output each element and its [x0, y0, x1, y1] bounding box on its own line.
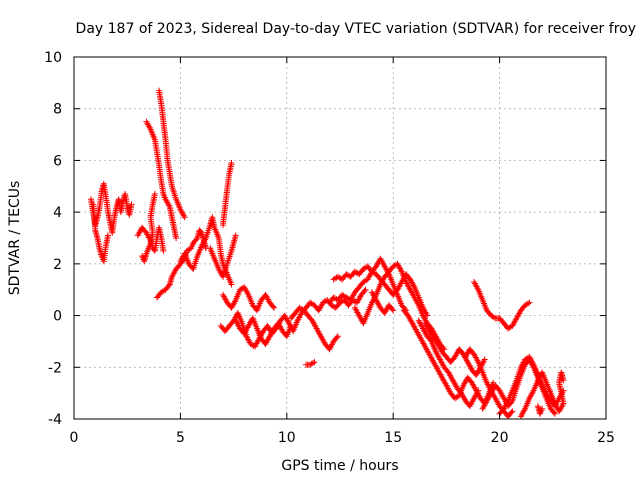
y-tick-label: 2 [53, 257, 62, 273]
y-axis-label: SDTVAR / TECUs [7, 181, 23, 296]
data-point-markers [326, 255, 409, 314]
data-segment [220, 160, 235, 229]
y-tick-label: 10 [44, 50, 62, 66]
data-segment [156, 87, 188, 221]
y-tick-label: -2 [48, 360, 62, 376]
y-tick-label: 4 [53, 205, 62, 221]
data-point-markers [156, 87, 188, 221]
data-segment [326, 255, 409, 314]
data-segment [458, 346, 516, 420]
data-segment [415, 317, 482, 410]
data-segment [351, 260, 448, 353]
data-point-markers [517, 369, 567, 420]
y-tick-label: 6 [53, 153, 62, 169]
data-segment [232, 315, 295, 347]
y-tick-label: 0 [53, 309, 62, 325]
x-tick-label: 15 [384, 430, 402, 446]
data-segment [143, 118, 180, 241]
data-segment [517, 369, 567, 420]
data-segment [139, 191, 158, 265]
data-point-markers [471, 279, 533, 332]
data-segment [534, 403, 546, 417]
grid-layer [74, 57, 606, 419]
data-point-markers [368, 289, 397, 316]
data-point-markers [90, 201, 111, 265]
data-point-markers [143, 118, 180, 241]
data-point-markers [415, 317, 482, 410]
x-tick-label: 0 [70, 430, 79, 446]
data-segment [471, 279, 533, 332]
y-tick-label: 8 [53, 102, 62, 118]
data-segment [288, 304, 341, 353]
data-point-markers [220, 284, 277, 314]
data-segment [90, 201, 111, 265]
data-segment [368, 289, 397, 316]
y-tick-label: -4 [48, 412, 62, 428]
data-point-markers [207, 232, 239, 280]
data-segment [220, 284, 277, 314]
x-tick-label: 25 [597, 430, 615, 446]
data-point-markers [303, 359, 318, 368]
data-point-markers [220, 160, 235, 229]
data-point-markers [458, 346, 516, 420]
data-point-markers [232, 315, 295, 347]
data-point-markers [351, 260, 448, 353]
data-point-markers [534, 403, 546, 417]
data-point-markers [139, 191, 158, 265]
x-tick-label: 5 [176, 430, 185, 446]
x-axis-label: GPS time / hours [281, 458, 398, 474]
chart-title: Day 187 of 2023, Sidereal Day-to-day VTE… [76, 21, 636, 37]
plot-frame [73, 56, 607, 420]
x-tick-label: 20 [491, 430, 509, 446]
data-segment [303, 359, 318, 368]
data-segment [207, 232, 239, 280]
data-point-markers [288, 304, 341, 353]
x-tick-label: 10 [278, 430, 296, 446]
tick-layer: 0 5 10 15 20 25 -4 -2 0 2 4 6 8 10 [44, 50, 615, 446]
data-layer [88, 87, 567, 420]
